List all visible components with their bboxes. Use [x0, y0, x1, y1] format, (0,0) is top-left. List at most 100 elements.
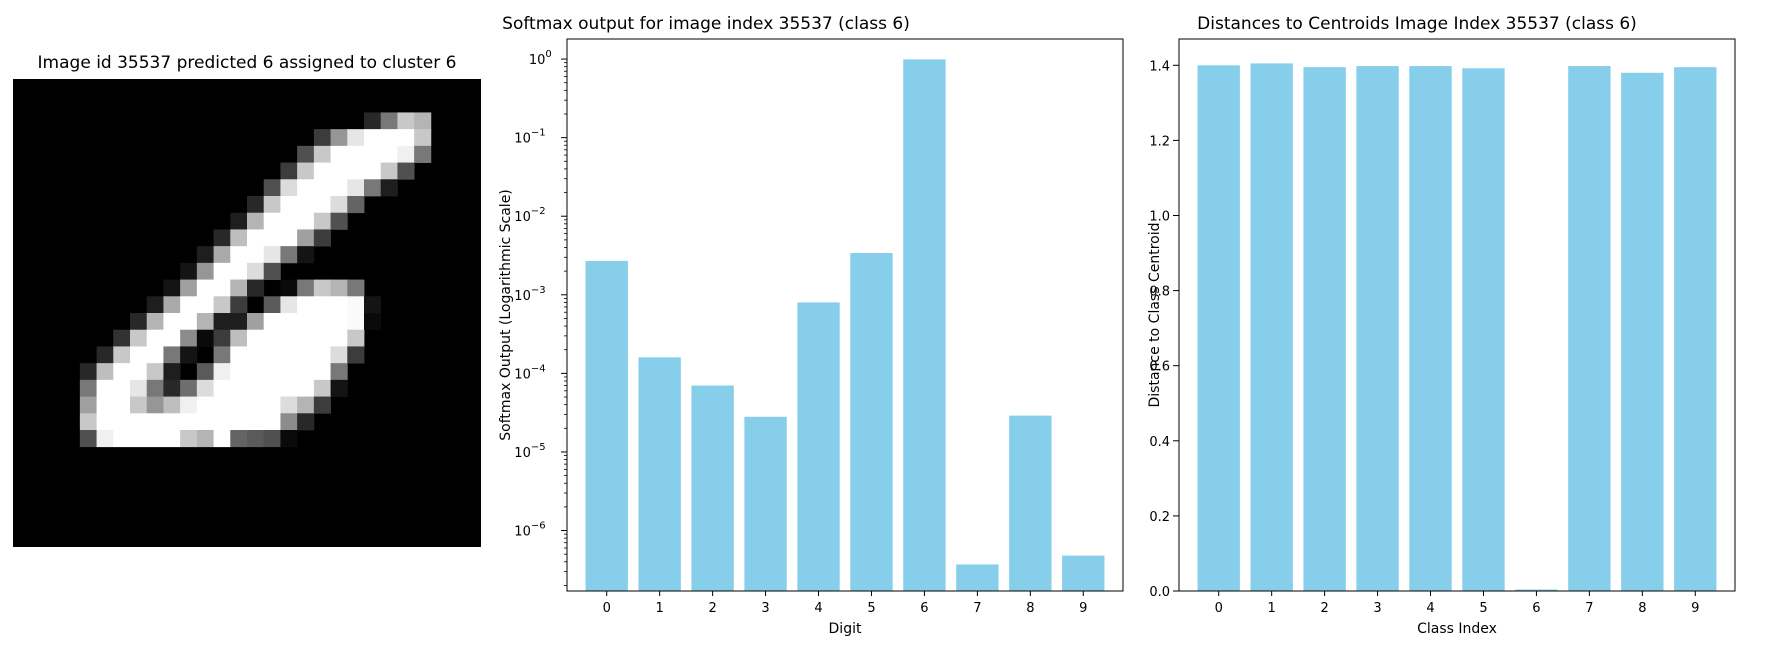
- x-tick-label: 7: [1585, 601, 1593, 616]
- bar-3: [1356, 66, 1399, 592]
- image-pixel: [247, 346, 265, 364]
- image-pixel: [280, 313, 298, 331]
- image-pixel: [313, 179, 331, 197]
- image-pixel: [180, 430, 198, 448]
- y-tick-label: 10−1: [514, 128, 545, 147]
- image-pixel: [230, 246, 248, 264]
- softmax-y-ticks: 10−6 10−5 10−4 10−3 10−2 10−1 100: [514, 49, 567, 586]
- image-pixel: [230, 296, 248, 314]
- image-pixel: [380, 179, 398, 197]
- distance-axes-frame: [1178, 38, 1736, 592]
- image-pixel: [213, 279, 231, 297]
- image-pixel: [313, 346, 331, 364]
- x-tick-label: 7: [973, 601, 981, 616]
- x-tick-label: 0: [603, 601, 611, 616]
- image-pixel: [247, 246, 265, 264]
- x-tick-label: 1: [656, 601, 664, 616]
- image-pixel: [163, 413, 181, 431]
- image-pixel: [364, 112, 382, 130]
- image-pixel: [96, 363, 114, 381]
- image-pixel: [297, 162, 315, 180]
- image-pixel: [414, 129, 432, 147]
- image-pixel: [180, 346, 198, 364]
- image-pixel: [313, 145, 331, 163]
- image-pixel: [347, 279, 365, 297]
- image-pixel: [196, 430, 214, 448]
- image-pixel: [364, 313, 382, 331]
- image-pixel: [297, 229, 315, 247]
- bar-8: [1009, 415, 1052, 591]
- image-pixel: [230, 430, 248, 448]
- bar-1: [1250, 63, 1293, 592]
- image-pixel: [163, 279, 181, 297]
- y-tick-label: 1.0: [1149, 209, 1170, 224]
- bar-0: [1197, 65, 1240, 592]
- x-tick-label: 8: [1638, 601, 1646, 616]
- image-pixel: [263, 262, 281, 280]
- image-pixel: [196, 313, 214, 331]
- image-pixel: [280, 279, 298, 297]
- image-pixel: [330, 129, 348, 147]
- image-pixel: [247, 196, 265, 214]
- image-pixel: [263, 363, 281, 381]
- image-pixel: [280, 296, 298, 314]
- image-pixel: [130, 313, 148, 331]
- image-pixel: [247, 279, 265, 297]
- image-pixel: [247, 262, 265, 280]
- image-pixel: [113, 329, 131, 347]
- image-pixel: [213, 413, 231, 431]
- image-pixel: [263, 246, 281, 264]
- x-tick-label: 0: [1215, 601, 1223, 616]
- distance-x-ticks: 0 1 2 3 4 5 6 7 8 9: [1215, 591, 1699, 616]
- image-pixel: [347, 296, 365, 314]
- image-pixel: [313, 212, 331, 230]
- image-pixel: [263, 179, 281, 197]
- image-pixel: [130, 413, 148, 431]
- image-pixel: [247, 363, 265, 381]
- y-tick-label: 1.4: [1149, 59, 1170, 74]
- image-pixel: [96, 413, 114, 431]
- image-pixel: [397, 112, 415, 130]
- y-tick-label: 10−2: [514, 206, 545, 225]
- image-pixel: [213, 313, 231, 331]
- x-tick-label: 4: [1426, 601, 1434, 616]
- image-pixel: [113, 430, 131, 448]
- image-pixel: [313, 329, 331, 347]
- bar-8: [1621, 72, 1664, 592]
- y-tick-label: 10−5: [514, 442, 545, 461]
- image-pixel: [230, 262, 248, 280]
- image-pixel: [163, 296, 181, 314]
- x-tick-label: 6: [920, 601, 928, 616]
- image-pixel: [297, 279, 315, 297]
- distance-y-label: Distance to Class Centroid: [1147, 223, 1163, 408]
- softmax-bars: [585, 59, 1105, 591]
- image-pixel: [213, 229, 231, 247]
- x-tick-label: 9: [1079, 601, 1087, 616]
- image-pixel: [380, 162, 398, 180]
- y-tick-label: 1.2: [1149, 134, 1170, 149]
- image-pixel: [130, 363, 148, 381]
- image-pixel: [280, 329, 298, 347]
- image-pixel: [380, 129, 398, 147]
- image-pixel: [196, 379, 214, 397]
- bar-6: [903, 59, 946, 591]
- image-pixel: [130, 329, 148, 347]
- image-pixel: [113, 413, 131, 431]
- image-pixel: [263, 379, 281, 397]
- image-pixel: [263, 212, 281, 230]
- image-pixel: [330, 346, 348, 364]
- image-pixel: [230, 229, 248, 247]
- image-pixel: [146, 413, 164, 431]
- x-tick-label: 6: [1532, 601, 1540, 616]
- x-tick-label: 5: [1479, 601, 1487, 616]
- image-pixel: [180, 313, 198, 331]
- image-pixel: [297, 196, 315, 214]
- image-pixel: [297, 246, 315, 264]
- image-pixel: [280, 430, 298, 448]
- image-pixel: [347, 179, 365, 197]
- image-pixel: [297, 145, 315, 163]
- image-pixel: [330, 162, 348, 180]
- image-pixel: [96, 396, 114, 414]
- image-pixel: [397, 145, 415, 163]
- image-pixel: [280, 363, 298, 381]
